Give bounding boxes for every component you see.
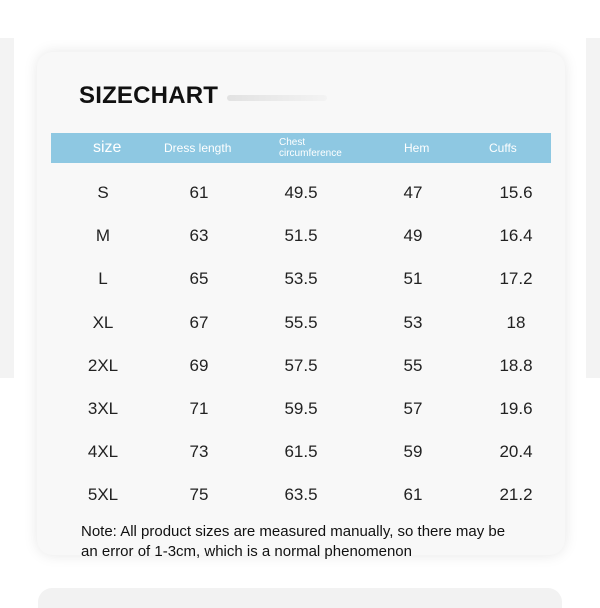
table-cell: 65 [189, 269, 209, 289]
table-cell: 16.4 [499, 226, 533, 246]
table-cell: 63.5 [284, 485, 318, 505]
header-hem: Hem [404, 141, 430, 155]
table-header: size Dress length Chest circumference He… [51, 133, 551, 163]
table-cell: 15.6 [499, 183, 533, 202]
table-cell: 61 [189, 183, 209, 202]
table-cell: 55.5 [284, 312, 318, 332]
table-cell: 4XL [87, 442, 119, 462]
table-cell: 75 [189, 485, 209, 505]
table-cell: 19.6 [499, 399, 533, 418]
table-cell: 49.5 [284, 183, 318, 202]
right-edge [586, 38, 600, 378]
header-dress-length: Dress length [164, 141, 232, 155]
left-edge [0, 38, 14, 378]
table-row: 3XL 71 59.5 57 19.6 [51, 394, 551, 424]
note-line-2: an error of 1-3cm, which is a normal phe… [81, 543, 412, 560]
table-row: 5XL 75 63.5 61 21.2 [51, 480, 551, 510]
chart-title: SIZECHART [79, 82, 219, 109]
table-cell: 73 [189, 442, 209, 462]
note: Note: All product sizes are measured man… [81, 522, 581, 562]
table-row: L 65 53.5 51 17.2 [51, 264, 551, 294]
decorative-smear [227, 95, 327, 101]
table-cell: 5XL [87, 485, 119, 505]
table-row: 4XL 73 61.5 59 20.4 [51, 437, 551, 467]
note-line-1: Note: All product sizes are measured man… [81, 523, 506, 540]
table-cell: 20.4 [499, 442, 533, 462]
table-cell: 61.5 [284, 442, 318, 462]
table-cell: 51 [403, 269, 423, 289]
table-cell: 53.5 [284, 269, 318, 289]
table-cell: 49 [403, 226, 423, 246]
table-cell: 51.5 [284, 226, 318, 246]
header-chest: Chest circumference [279, 137, 342, 159]
table-cell: 3XL [87, 399, 119, 418]
table-cell: 59.5 [284, 399, 318, 418]
next-card-edge [38, 588, 562, 608]
table-cell: 21.2 [499, 485, 533, 505]
header-cuffs: Cuffs [489, 141, 517, 155]
table-cell: 57.5 [284, 355, 318, 375]
table-cell: 53 [403, 312, 423, 332]
table-row: XL 67 55.5 53 18 [51, 308, 551, 338]
table-cell: 71 [189, 399, 209, 418]
table-cell: 55 [403, 355, 423, 375]
size-chart-card: SIZECHART size Dress length Chest circum… [37, 52, 565, 560]
table-cell: 2XL [87, 355, 119, 375]
table-row: 2XL 69 57.5 55 18.8 [51, 351, 551, 381]
table-cell: 69 [189, 355, 209, 375]
table-cell: XL [92, 312, 114, 332]
table-cell: 57 [403, 399, 423, 418]
table-cell: 63 [189, 226, 209, 246]
table-cell: 17.2 [499, 269, 533, 289]
table-cell: M [95, 226, 111, 246]
table-cell: 47 [403, 183, 423, 202]
table-cell: 61 [403, 485, 423, 505]
table-cell: 59 [403, 442, 423, 462]
table-cell: 18.8 [499, 355, 533, 375]
table-cell: 18 [506, 312, 526, 332]
table-cell: S [97, 183, 109, 202]
header-size: size [93, 139, 122, 156]
table-cell: 67 [189, 312, 209, 332]
table-row: S 61 49.5 47 15.6 [51, 178, 551, 208]
table-row: M 63 51.5 49 16.4 [51, 221, 551, 251]
table-cell: L [98, 269, 108, 289]
